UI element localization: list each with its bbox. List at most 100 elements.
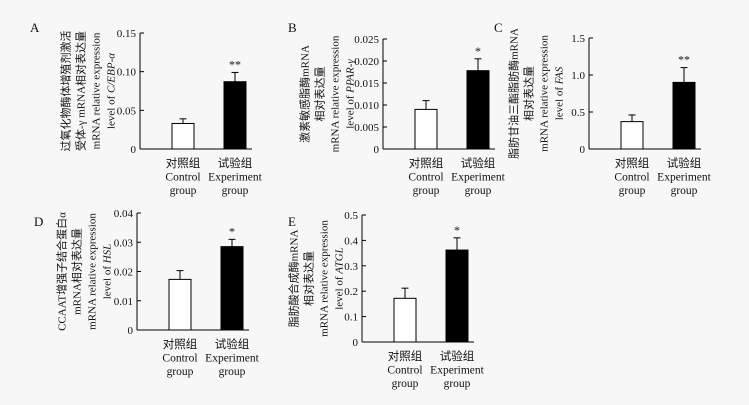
x-category-label-en: Experiment — [205, 353, 259, 365]
y-axis-label-line: 过氧化物酶体增殖剂激活 — [59, 31, 73, 152]
x-category-label-en: group — [444, 378, 471, 390]
x-category-label-zh: 试验组 — [440, 349, 475, 363]
y-axis-label: 过氧化物酶体增殖剂激活 受体-γ mRNA相对表达量 mRNA relative e… — [59, 31, 118, 152]
x-category-label-zh: 对照组 — [163, 337, 198, 351]
y-tick-label: 0.010 — [354, 100, 379, 112]
y-tick-label: 0.5 — [344, 210, 358, 222]
chart-panel-c: C00.51.01.5对照组Controlgroup**试验组Experimen… — [494, 20, 712, 197]
bar-control — [171, 122, 195, 150]
x-category-label-zh: 试验组 — [667, 156, 702, 170]
x-category-label-zh: 试验组 — [215, 337, 250, 351]
y-axis-label-line: 受体-γ mRNA相对表达量 — [74, 31, 88, 151]
x-category-label-zh: 试验组 — [461, 156, 496, 170]
y-tick-label: 0 — [374, 144, 380, 156]
y-tick-label: 0.2 — [344, 286, 358, 298]
y-tick-label: 0.04 — [114, 208, 134, 220]
x-category-label-en: Control — [162, 353, 197, 365]
x-category-label-en: group — [170, 185, 197, 197]
panel-letter: D — [34, 214, 43, 229]
y-tick-label: 0.5 — [571, 107, 585, 119]
gene-name: HSL — [102, 244, 114, 265]
y-axis-label: 脂肪甘油三酯脂肪酶mRNA 相对表达量 mRNA relative expressi… — [507, 28, 566, 159]
x-category-label-en: Experiment — [430, 365, 484, 377]
bar-control — [620, 121, 644, 150]
significance-marker: * — [229, 224, 235, 238]
x-category-label-en: group — [222, 185, 249, 197]
bar-experiment — [466, 70, 490, 150]
x-category-label-zh: 对照组 — [388, 349, 423, 363]
y-tick-label: 0.02 — [114, 267, 133, 279]
y-tick-label: 0.01 — [114, 296, 133, 308]
x-category-label-zh: 对照组 — [615, 156, 650, 170]
y-tick-label: 0.15 — [117, 28, 137, 40]
gene-name: FAS — [554, 66, 566, 85]
x-category-label-en: Experiment — [208, 172, 262, 184]
y-axis-label-line: mRNA relative expression — [91, 32, 103, 149]
y-tick-label: 0.025 — [354, 34, 379, 46]
x-category-label-en: group — [167, 366, 194, 378]
x-category-label-en: Experiment — [657, 172, 711, 184]
y-axis-label-line: 相对表达量 — [522, 66, 536, 121]
x-category-label-en: Control — [165, 172, 200, 184]
significance-marker: ** — [678, 53, 690, 67]
x-category-label-zh: 试验组 — [218, 156, 253, 170]
y-axis-label-line: mRNA相对表达量 — [70, 228, 84, 315]
y-tick-label: 1.0 — [571, 70, 585, 82]
y-tick-label: 0.03 — [114, 237, 134, 249]
significance-marker: * — [475, 44, 481, 58]
chart-panel-e: E00.10.20.30.40.5对照组Controlgroup*试验组Expe… — [287, 210, 485, 390]
bar-experiment — [445, 249, 469, 343]
y-axis-label: CCAAT增强子结合蛋白α mRNA相对表达量 mRNA relative expr… — [55, 212, 114, 331]
bar-control — [393, 297, 417, 343]
y-tick-label: 0.05 — [117, 105, 137, 117]
y-tick-label: 0.4 — [344, 235, 358, 247]
y-tick-label: 0.020 — [354, 56, 379, 68]
y-tick-label: 0 — [131, 144, 137, 156]
y-axis-label-line: level of C/EBP-α — [106, 53, 118, 129]
x-category-label-en: group — [392, 378, 419, 390]
x-category-label-en: group — [465, 185, 492, 197]
bar-experiment — [223, 81, 247, 150]
significance-marker: ** — [229, 57, 241, 71]
y-axis-label-line: mRNA relative expression — [319, 220, 331, 337]
x-category-label-en: group — [619, 185, 646, 197]
x-category-label-zh: 对照组 — [166, 156, 201, 170]
chart-panel-b: B00.0050.0100.0150.0200.025对照组Controlgro… — [288, 20, 506, 197]
x-category-label-en: Experiment — [451, 172, 505, 184]
gene-name: PPAR-γ — [345, 59, 357, 94]
chart-panel-a: A00.050.100.15对照组Controlgroup**试验组Experi… — [30, 20, 263, 197]
y-tick-label: 0.3 — [344, 261, 358, 273]
y-tick-label: 0.1 — [344, 312, 358, 324]
bar-experiment — [672, 81, 696, 150]
y-axis-label-line: 脂肪酸合成酶mRNA — [287, 230, 301, 328]
panel-letter: C — [494, 20, 503, 35]
y-axis-label: 脂肪酸合成酶mRNA 相对表达量 mRNA relative expression l… — [287, 220, 346, 337]
y-tick-label: 0 — [580, 144, 586, 156]
y-tick-label: 0.10 — [117, 67, 137, 79]
y-tick-label: 0 — [128, 325, 134, 337]
y-axis-label: 激素敏感脂酶mRNA 相对表达量 mRNA relative expression l… — [298, 35, 357, 152]
y-axis-label-line: level of PPAR-γ — [345, 59, 357, 129]
bar-experiment — [220, 246, 244, 331]
panel-letter: A — [30, 20, 40, 35]
x-category-label-en: group — [413, 185, 440, 197]
x-category-label-zh: 对照组 — [409, 156, 444, 170]
y-axis-label-line: level of ATGL — [334, 247, 346, 310]
y-axis-label-line: level of HSL — [102, 244, 114, 300]
x-category-label-en: Control — [387, 365, 422, 377]
y-axis-label-line: 相对表达量 — [313, 67, 327, 122]
y-axis-label-line: 激素敏感脂酶mRNA — [298, 45, 312, 143]
y-axis-label-line: mRNA relative expression — [87, 213, 99, 330]
gene-name: C/EBP-α — [106, 53, 118, 93]
y-axis-label-line: 相对表达量 — [302, 251, 316, 306]
panel-letter: B — [288, 20, 297, 35]
y-axis-label-line: mRNA relative expression — [539, 35, 551, 152]
bar-control — [414, 108, 438, 150]
x-category-label-en: Control — [614, 172, 649, 184]
panel-letter: E — [288, 214, 296, 229]
y-axis-label-line: level of FAS — [554, 66, 566, 120]
y-axis-label-line: 脂肪甘油三酯脂肪酶mRNA — [507, 28, 521, 159]
y-tick-label: 0 — [353, 337, 359, 349]
